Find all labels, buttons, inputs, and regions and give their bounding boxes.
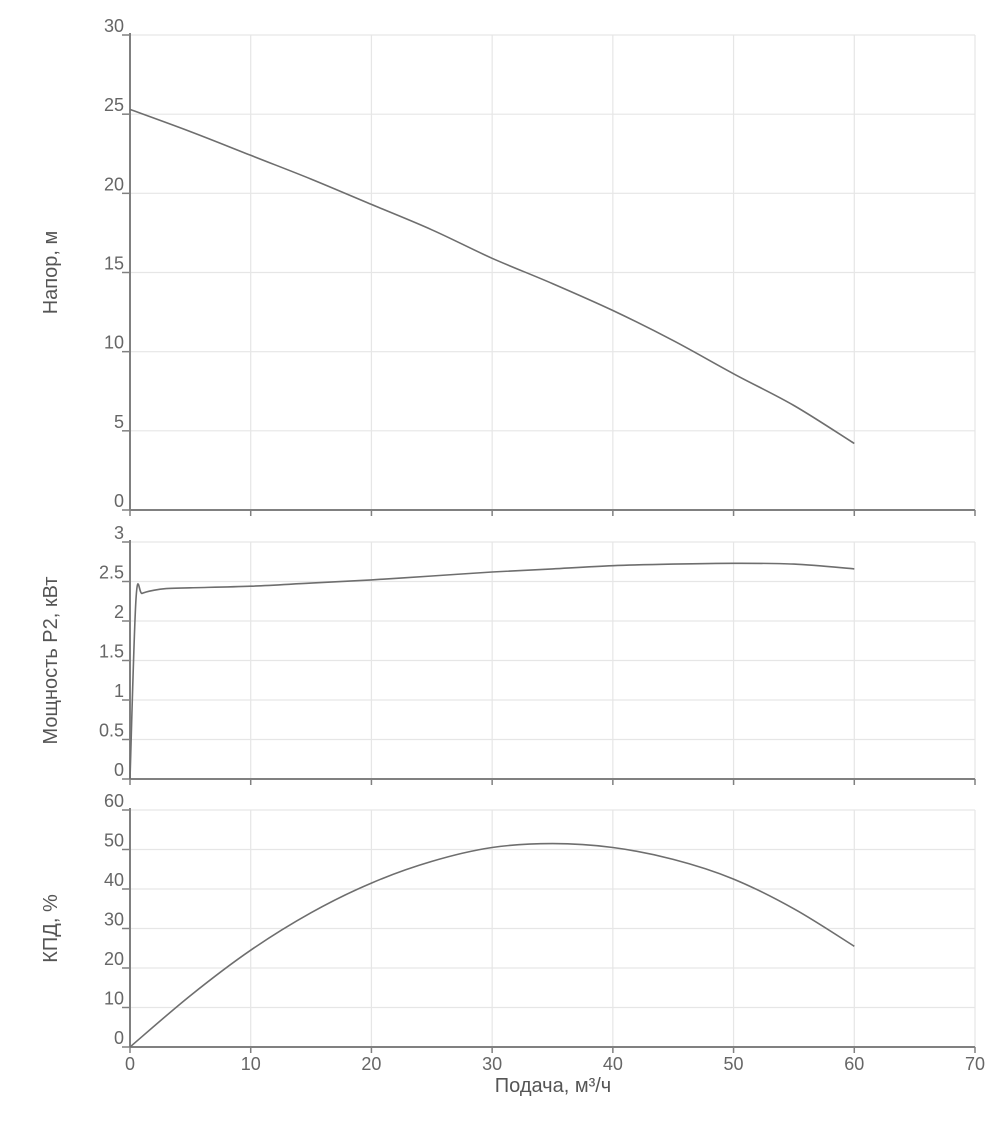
y-tick-label-power: 1 [114, 681, 124, 701]
x-tick-label: 0 [125, 1054, 135, 1074]
x-tick-label: 10 [241, 1054, 261, 1074]
y-tick-label-efficiency: 40 [104, 870, 124, 890]
y-tick-label-power: 3 [114, 523, 124, 543]
y-tick-label-efficiency: 60 [104, 791, 124, 811]
x-tick-label: 20 [361, 1054, 381, 1074]
x-tick-label: 30 [482, 1054, 502, 1074]
y-tick-label-efficiency: 50 [104, 831, 124, 851]
y-tick-label-head: 25 [104, 95, 124, 115]
panel-power: 0 0.5 1 1.5 2 2.5 3 Мощность P2, кВт [40, 523, 976, 785]
y-tick-label-power: 1.5 [99, 642, 124, 662]
y-tick-label-power: 0 [114, 760, 124, 780]
y-tick-label-power: 0.5 [99, 721, 124, 741]
y-tick-label-head: 0 [114, 491, 124, 511]
y-tick-label-efficiency: 0 [114, 1028, 124, 1048]
y-tick-label-power: 2.5 [99, 563, 124, 583]
x-axis-title: Подача, м³/ч [495, 1075, 611, 1097]
y-axis-title-power: Мощность P2, кВт [40, 577, 62, 745]
y-tick-label-head: 30 [104, 16, 124, 36]
y-tick-label-head: 5 [114, 412, 124, 432]
y-tick-label-efficiency: 20 [104, 949, 124, 969]
y-tick-label-head: 10 [104, 333, 124, 353]
curve-head [129, 108, 855, 445]
x-tick-label: 60 [844, 1054, 864, 1074]
y-tick-label-efficiency: 10 [104, 989, 124, 1009]
y-tick-label-efficiency: 30 [104, 910, 124, 930]
y-axis-title-efficiency: КПД, % [40, 894, 62, 963]
curve-power [129, 562, 855, 780]
curve-efficiency [129, 842, 855, 1048]
panel-efficiency: 0 10 20 30 40 50 60 0 10 20 30 40 50 60 70 Подача, м³/ч… [40, 791, 985, 1097]
y-tick-label-power: 2 [114, 602, 124, 622]
panel-head: 0 5 10 15 20 25 30 Напор, м [40, 16, 976, 516]
y-tick-label-head: 20 [104, 174, 124, 194]
x-tick-label: 70 [965, 1054, 985, 1074]
y-axis-title-head: Напор, м [40, 231, 62, 315]
y-tick-label-head: 15 [104, 254, 124, 274]
x-tick-label: 40 [603, 1054, 623, 1074]
x-tick-label: 50 [724, 1054, 744, 1074]
